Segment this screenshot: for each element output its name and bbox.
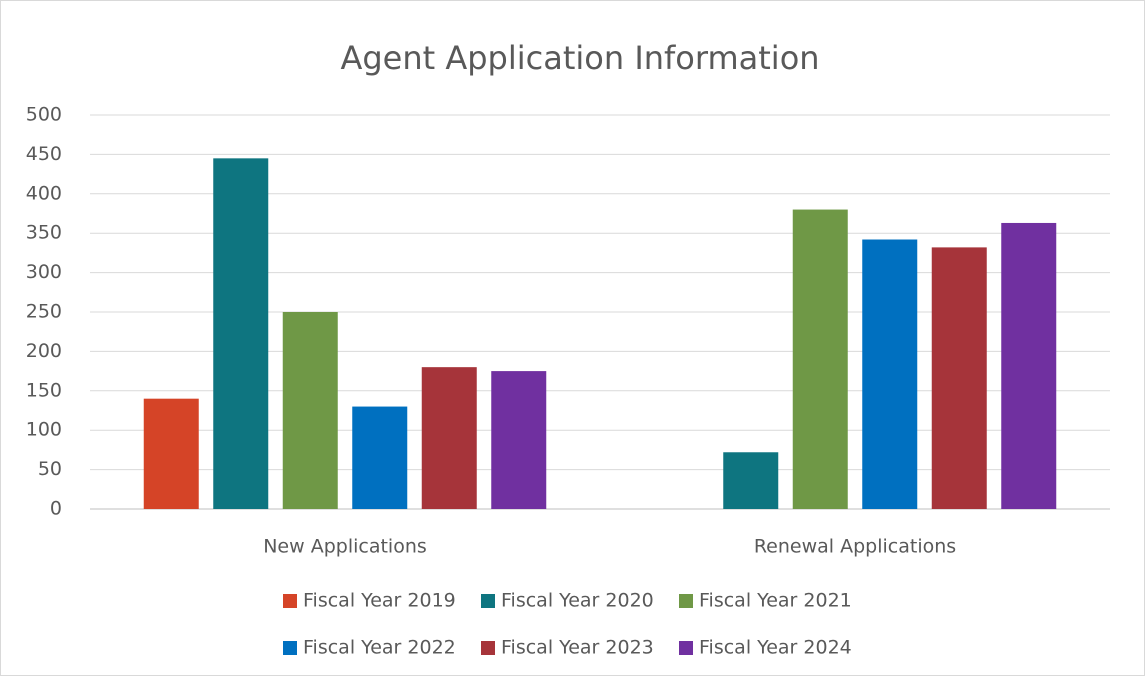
legend-label: Fiscal Year 2020 — [501, 590, 654, 612]
bar — [352, 406, 408, 509]
chart-title: Agent Application Information — [340, 39, 819, 77]
legend-swatch — [283, 641, 297, 655]
bar — [862, 239, 918, 509]
legend-label: Fiscal Year 2021 — [699, 590, 852, 612]
legend-swatch — [679, 594, 693, 608]
y-tick-label: 350 — [26, 222, 62, 244]
legend-label: Fiscal Year 2024 — [699, 637, 852, 659]
y-tick-label: 450 — [26, 143, 62, 165]
bar — [931, 247, 987, 509]
legend-swatch — [283, 594, 297, 608]
y-tick-label: 300 — [26, 261, 62, 283]
x-tick-label: New Applications — [263, 536, 427, 558]
bar — [1001, 222, 1057, 509]
y-tick-label: 250 — [26, 301, 62, 323]
bar — [421, 367, 477, 509]
legend-label: Fiscal Year 2023 — [501, 637, 654, 659]
bar — [792, 209, 848, 509]
y-tick-label: 400 — [26, 182, 62, 204]
legend-swatch — [481, 594, 495, 608]
y-tick-label: 150 — [26, 379, 62, 401]
bar — [723, 452, 779, 509]
legend-label: Fiscal Year 2019 — [303, 590, 456, 612]
y-tick-label: 0 — [50, 498, 62, 520]
y-tick-label: 200 — [26, 340, 62, 362]
y-tick-label: 100 — [26, 419, 62, 441]
legend-label: Fiscal Year 2022 — [303, 637, 456, 659]
y-tick-label: 50 — [38, 458, 62, 480]
legend-swatch — [679, 641, 693, 655]
bar — [282, 312, 338, 509]
bar — [213, 158, 269, 509]
legend-swatch — [481, 641, 495, 655]
x-tick-label: Renewal Applications — [754, 536, 956, 558]
bar — [491, 371, 547, 509]
y-tick-label: 500 — [26, 104, 62, 126]
bar — [143, 398, 199, 509]
